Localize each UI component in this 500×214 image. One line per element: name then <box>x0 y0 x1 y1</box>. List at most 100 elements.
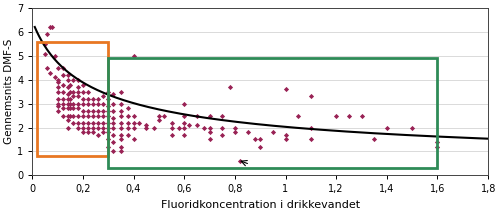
Point <box>41 42 49 46</box>
Point <box>236 159 244 163</box>
Point <box>269 131 277 134</box>
Point <box>110 121 118 125</box>
Point <box>74 102 82 105</box>
Point <box>117 150 125 153</box>
Point <box>231 126 239 129</box>
Point <box>84 90 92 94</box>
Point <box>79 131 87 134</box>
Point <box>218 126 226 129</box>
Point <box>84 131 92 134</box>
Point <box>89 131 97 134</box>
Point <box>168 126 175 129</box>
Point <box>58 97 66 101</box>
Point <box>110 150 118 153</box>
Point <box>117 109 125 113</box>
Point <box>110 109 118 113</box>
Point <box>104 121 112 125</box>
Point <box>104 114 112 117</box>
Point <box>408 126 416 129</box>
Point <box>66 83 74 86</box>
Point <box>282 138 290 141</box>
Point <box>104 145 112 148</box>
Point <box>124 133 132 136</box>
Point <box>58 66 66 70</box>
Point <box>104 131 112 134</box>
Point <box>58 114 66 117</box>
Point <box>130 138 138 141</box>
Point <box>130 114 138 117</box>
Point <box>46 25 54 29</box>
Point <box>94 114 102 117</box>
Point <box>110 140 118 144</box>
Point <box>110 92 118 96</box>
Point <box>54 78 62 82</box>
Point <box>130 121 138 125</box>
Point <box>104 104 112 108</box>
Point <box>117 145 125 148</box>
Point <box>206 131 214 134</box>
Point <box>110 116 118 120</box>
Point <box>51 76 59 79</box>
Point <box>84 121 92 125</box>
Point <box>99 95 107 98</box>
Point <box>58 107 66 110</box>
Point <box>218 133 226 136</box>
Point <box>282 133 290 136</box>
Point <box>48 25 56 29</box>
Point <box>104 126 112 129</box>
Point <box>74 126 82 129</box>
Point <box>54 97 62 101</box>
Point <box>99 109 107 113</box>
Point <box>307 95 315 98</box>
Bar <box>37 42 108 156</box>
Point <box>124 107 132 110</box>
Point <box>68 90 76 94</box>
Point <box>89 114 97 117</box>
Point <box>175 126 183 129</box>
Point <box>94 102 102 105</box>
Point <box>68 78 76 82</box>
Point <box>79 97 87 101</box>
Point <box>134 121 142 125</box>
Point <box>150 126 158 129</box>
Point <box>66 102 74 105</box>
Point <box>434 140 442 144</box>
Point <box>68 95 76 98</box>
Point <box>94 126 102 129</box>
Point <box>89 102 97 105</box>
Point <box>66 90 74 94</box>
Point <box>117 121 125 125</box>
Point <box>74 114 82 117</box>
Point <box>74 85 82 89</box>
Point <box>155 119 163 122</box>
Point <box>383 126 391 129</box>
Point <box>99 131 107 134</box>
Point <box>64 92 72 96</box>
Point <box>130 126 138 129</box>
Point <box>54 66 62 70</box>
Point <box>160 114 168 117</box>
Point <box>110 133 118 136</box>
Point <box>256 145 264 148</box>
Point <box>358 114 366 117</box>
Point <box>54 104 62 108</box>
Point <box>54 109 62 113</box>
Point <box>117 90 125 94</box>
Point <box>99 102 107 105</box>
Point <box>64 73 72 77</box>
Point <box>332 114 340 117</box>
Point <box>64 107 72 110</box>
Point <box>89 126 97 129</box>
Point <box>256 138 264 141</box>
Point <box>180 121 188 125</box>
Point <box>74 107 82 110</box>
Point <box>104 138 112 141</box>
Point <box>74 95 82 98</box>
Point <box>99 126 107 129</box>
Point <box>206 138 214 141</box>
Point <box>79 109 87 113</box>
Point <box>54 102 62 105</box>
Point <box>117 138 125 141</box>
Point <box>64 102 72 105</box>
Point <box>79 102 87 105</box>
